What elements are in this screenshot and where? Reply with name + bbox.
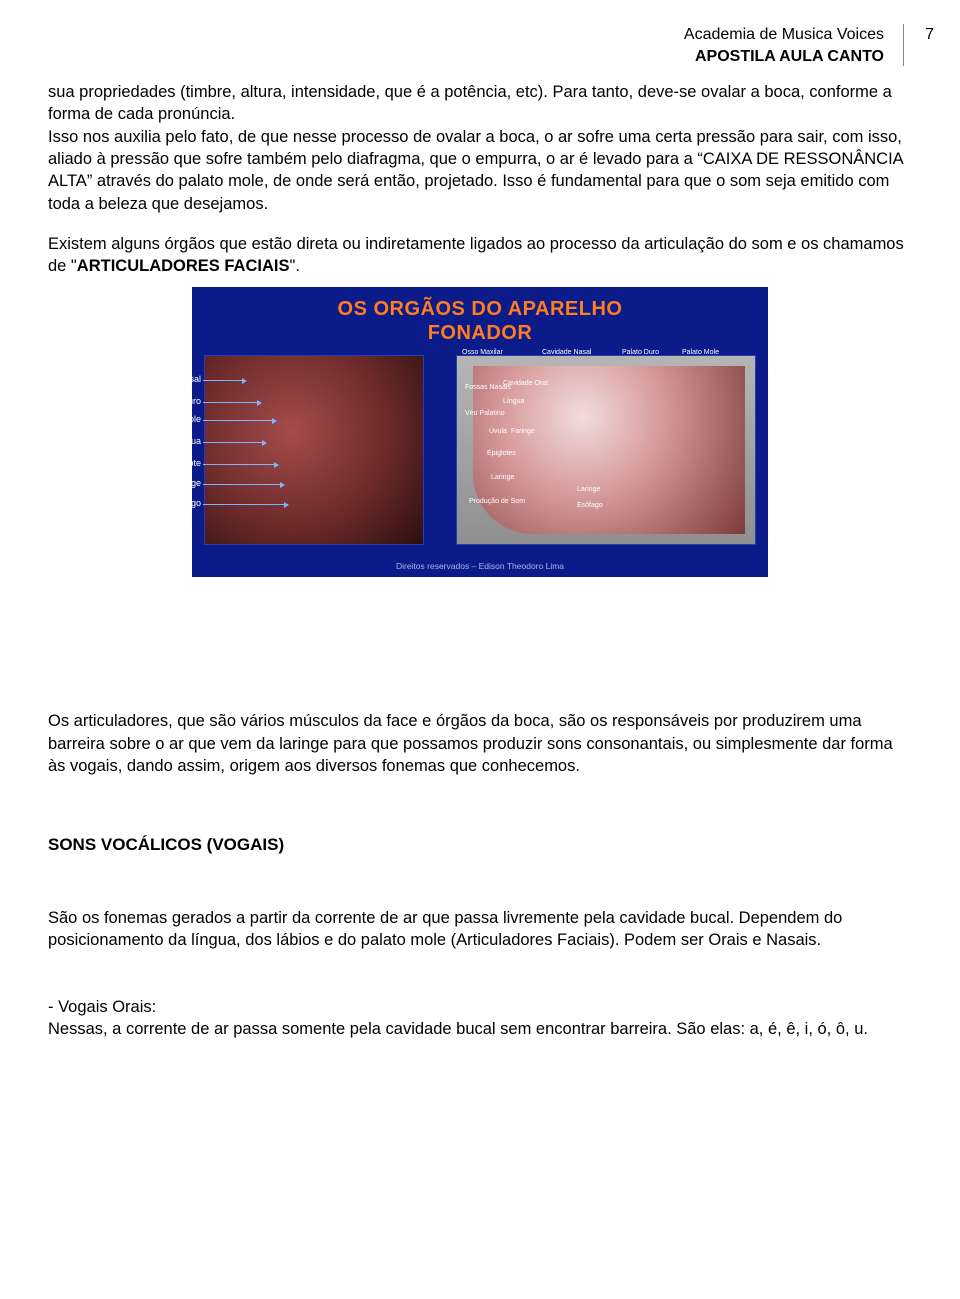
left-label-1: Palato duro <box>192 396 201 406</box>
r-lab-9: Laringe <box>577 486 600 493</box>
r-lab-2: Língua <box>503 398 524 405</box>
p6-title: - Vogais Orais: <box>48 996 912 1018</box>
r-lab-5: Faringe <box>511 428 535 435</box>
left-label-5: Laringe <box>192 478 201 488</box>
left-label-4: Epiglote <box>192 458 201 468</box>
left-label-6: Esôfago <box>192 498 201 508</box>
paragraph-4: Os articuladores, que são vários músculo… <box>48 710 912 777</box>
arrow-3 <box>203 442 263 443</box>
r-lab-10: Esôfago <box>577 502 603 509</box>
figure-credit: Direitos reservados – Edison Theodoro Li… <box>192 561 768 571</box>
p3-tail: ". <box>289 257 299 275</box>
paragraph-5: São os fonemas gerados a partir da corre… <box>48 907 912 952</box>
figure-wrapper: OS ORGÃOS DO APARELHO FONADOR Osso Maxil… <box>48 287 912 582</box>
arrow-1 <box>203 402 258 403</box>
left-label-2: Palato mole <box>192 414 201 424</box>
page-number: 7 <box>925 24 934 46</box>
r-lab-6: Epiglotes <box>487 450 516 457</box>
arrow-0 <box>203 380 243 381</box>
page-header: 7 Academia de Musica Voices APOSTILA AUL… <box>48 24 912 67</box>
left-label-3: Lingua <box>192 436 201 446</box>
figure-aparelho-fonador: OS ORGÃOS DO APARELHO FONADOR Osso Maxil… <box>192 287 768 577</box>
r-lab-1: Cavidade Oral <box>503 380 548 387</box>
header-line2: APOSTILA AULA CANTO <box>48 46 884 68</box>
figure-title: OS ORGÃOS DO APARELHO FONADOR <box>192 287 768 345</box>
paragraph-3: Existem alguns órgãos que estão direta o… <box>48 233 912 278</box>
p3-strong: ARTICULADORES FACIAIS <box>77 257 290 275</box>
arrow-4 <box>203 464 275 465</box>
left-label-0: Cavidade nasal <box>192 374 201 384</box>
panel-right: Fossas Nasais Cavidade Oral Língua Véu P… <box>456 355 756 545</box>
r-lab-3: Véu Palatino <box>465 410 499 417</box>
arrow-5 <box>203 484 281 485</box>
section-title: SONS VOCÁLICOS (VOGAIS) <box>48 835 912 855</box>
header-divider <box>903 24 904 66</box>
paragraph-1: sua propriedades (timbre, altura, intens… <box>48 81 912 126</box>
r-lab-4: Úvula <box>489 428 507 435</box>
figure-title-line1: OS ORGÃOS DO APARELHO <box>192 297 768 321</box>
r-lab-0: Fossas Nasais <box>465 384 499 391</box>
r-lab-8: Produção de Som <box>469 498 525 505</box>
paragraph-2: Isso nos auxilia pelo fato, de que nesse… <box>48 126 912 215</box>
header-line1: Academia de Musica Voices <box>48 24 884 46</box>
figure-panels: Cavidade nasal Palato duro Palato mole L… <box>192 345 768 545</box>
paragraph-6: Nessas, a corrente de ar passa somente p… <box>48 1018 912 1040</box>
panel-left: Cavidade nasal Palato duro Palato mole L… <box>204 355 424 545</box>
arrow-2 <box>203 420 273 421</box>
r-lab-7: Laringe <box>491 474 514 481</box>
figure-title-line2: FONADOR <box>192 321 768 345</box>
arrow-6 <box>203 504 285 505</box>
